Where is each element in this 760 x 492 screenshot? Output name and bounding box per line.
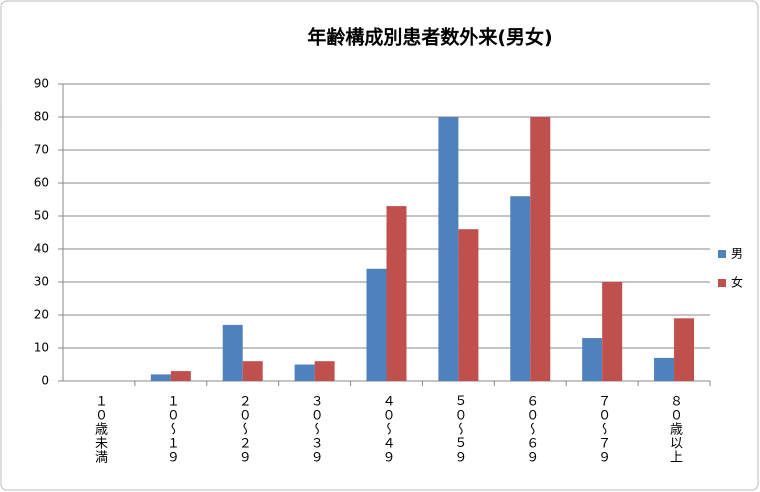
bar	[294, 364, 315, 381]
x-tick-label: ３０～３９	[307, 394, 323, 464]
bar	[654, 357, 675, 381]
bar	[150, 374, 171, 381]
bar	[602, 282, 623, 381]
y-tick-label: 40	[34, 242, 49, 256]
chart-title: 年齢構成別患者数外来(男女)	[307, 26, 552, 49]
bar	[458, 229, 479, 381]
y-tick-label: 30	[34, 275, 49, 289]
x-tick-label: １０～１９	[163, 394, 179, 464]
y-tick-label: 0	[41, 374, 49, 388]
x-tick-label: ４０～４９	[379, 394, 395, 464]
y-tick-label: 60	[34, 176, 49, 190]
bar	[242, 361, 263, 381]
bar	[170, 371, 191, 381]
x-tick-label: １０歳未満	[91, 394, 107, 464]
y-tick-label: 80	[34, 110, 49, 124]
x-tick-label: ２０～２９	[235, 394, 251, 464]
x-tick-label: ７０～７９	[595, 394, 611, 464]
legend-label: 男	[731, 247, 743, 261]
x-tick-label: ６０～６９	[523, 394, 539, 464]
bar	[530, 117, 551, 381]
bar	[582, 338, 603, 381]
bar	[222, 324, 243, 381]
bar	[386, 206, 407, 381]
legend-swatch	[718, 279, 726, 287]
y-tick-label: 90	[34, 77, 49, 91]
bar	[674, 318, 695, 381]
y-tick-label: 20	[34, 308, 49, 322]
bar	[510, 196, 531, 381]
x-tick-label: ８０歳以上	[667, 394, 683, 464]
bar	[314, 361, 335, 381]
legend-swatch	[718, 250, 726, 258]
y-tick-label: 10	[34, 341, 49, 355]
legend-label: 女	[731, 275, 743, 290]
bar	[438, 117, 459, 381]
y-tick-label: 70	[34, 143, 49, 157]
x-tick-label: ５０～５９	[451, 394, 467, 464]
bar	[366, 268, 387, 381]
y-tick-label: 50	[34, 209, 49, 223]
